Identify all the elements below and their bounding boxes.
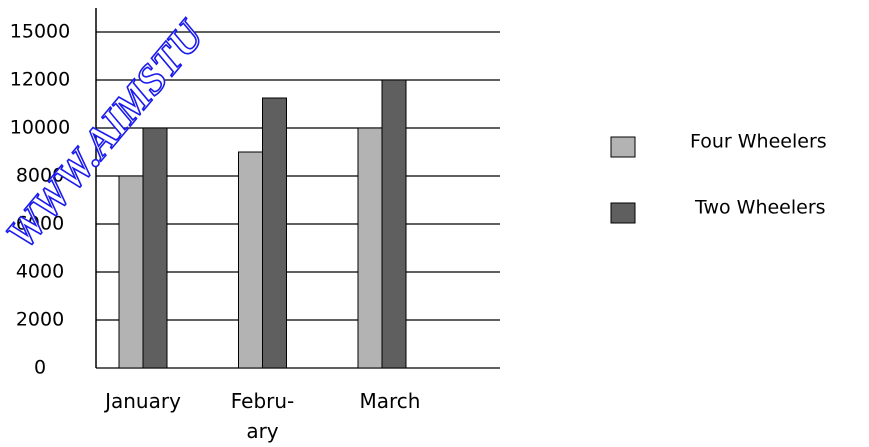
y-tick-label: 10000 — [10, 117, 70, 139]
x-tick-label: Febru- ary — [230, 389, 295, 443]
x-tick-label: January — [105, 389, 181, 413]
bar — [262, 97, 287, 369]
y-tick-label: 0 — [34, 357, 46, 379]
y-tick-label: 2000 — [16, 309, 64, 331]
legend-label: Four Wheelers — [690, 131, 827, 153]
y-tick-label: 15000 — [10, 21, 70, 43]
bar — [238, 151, 263, 369]
bar — [357, 127, 383, 369]
y-tick-label: 6000 — [16, 213, 64, 235]
bar — [118, 175, 144, 369]
legend-swatch — [610, 136, 636, 158]
y-tick-label: 8000 — [16, 165, 64, 187]
bar — [142, 127, 168, 369]
legend-swatch — [610, 202, 636, 224]
y-tick-label: 4000 — [16, 261, 64, 283]
y-tick-label: 12000 — [10, 69, 70, 91]
bar — [381, 79, 407, 369]
x-tick-label: March — [359, 389, 421, 413]
legend-label: Two Wheelers — [694, 197, 826, 219]
